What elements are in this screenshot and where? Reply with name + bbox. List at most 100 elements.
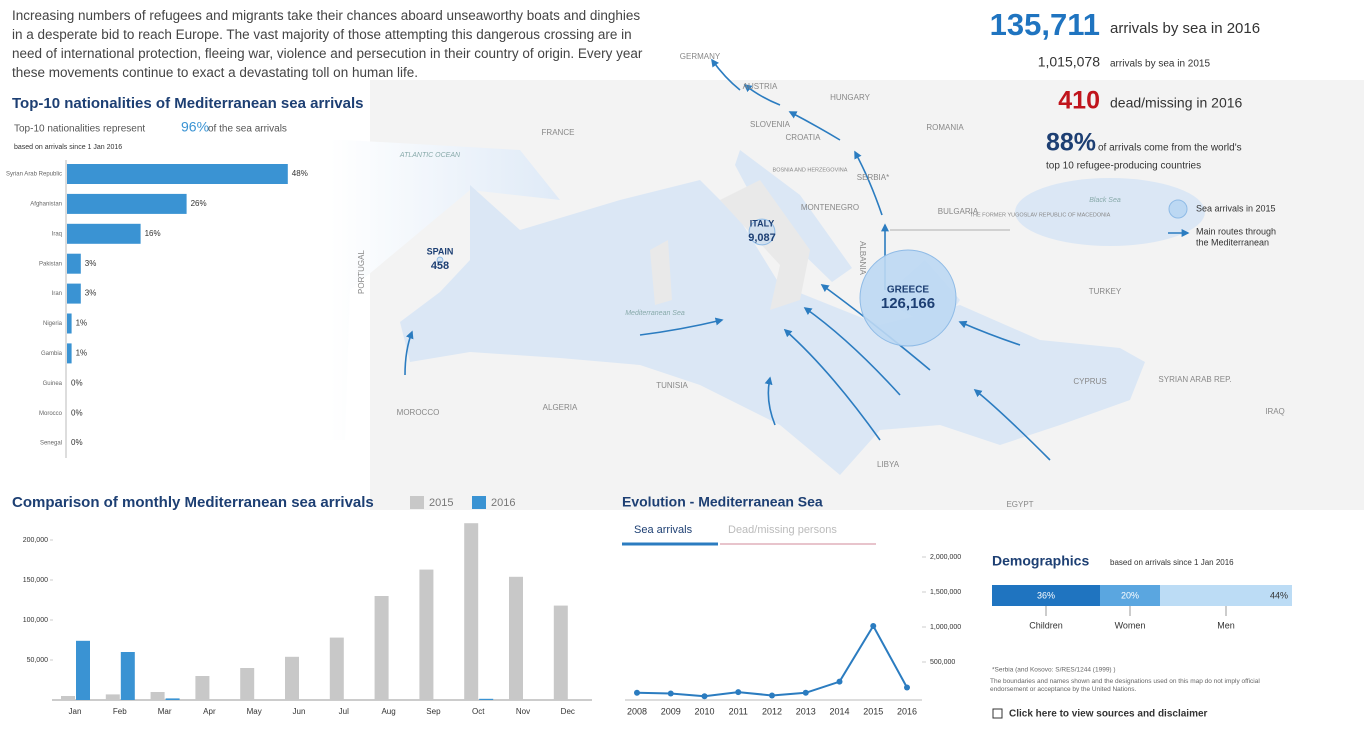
legend-swatch [410,496,424,509]
tab[interactable]: Dead/missing persons [728,524,837,536]
value-label: 20% [1121,590,1139,600]
bar [374,596,389,700]
category-label: Guinea [43,381,63,387]
x-tick-label: 2010 [694,706,714,716]
bar [105,694,120,700]
category-label: Iraq [52,231,62,237]
bubble-value: 458 [431,260,449,272]
x-tick-label: 2009 [661,706,681,716]
bubble-label: GREECE [887,285,930,296]
y-tick-label: 200,000 [23,537,48,544]
legend-label: Sea arrivals in 2015 [1196,203,1276,213]
bar [61,696,75,700]
country-label: IRAQ [1265,407,1285,416]
x-tick-label: Feb [113,707,127,716]
category-label: Iran [52,291,62,297]
line [636,623,908,698]
category-label: Nigeria [43,321,63,327]
x-tick-label: 2016 [897,706,917,716]
footnote: The boundaries and names shown and the d… [990,678,1260,693]
country-label: CYPRUS [1073,377,1106,386]
country-label: CROATIA [786,133,822,142]
bubble-value: 126,166 [881,295,935,312]
bubble [859,249,957,347]
bar [553,605,568,700]
x-tick-label: 2013 [796,706,816,716]
tab[interactable]: Sea arrivals [634,524,693,536]
point [667,690,674,697]
route-arrow [973,389,1051,461]
country-label: PORTUGAL [357,250,366,294]
category-label: Afghanistan [30,201,62,207]
stat-label: arrivals by sea in 2015 [1110,59,1210,70]
point [870,622,877,629]
legend-label: 2015 [429,497,453,509]
x-tick-label: Jun [293,707,306,716]
category-label: Senegal [40,441,62,447]
route-arrow [958,320,1021,346]
country-label: ALBANIA [858,241,867,275]
country-label: ROMANIA [926,123,964,132]
x-tick-label: 2011 [729,706,748,716]
x-tick-label: Aug [381,707,395,716]
value-label: 48% [292,169,308,178]
sea-label: ATLANTIC OCEAN [399,152,461,159]
legend-label: Main routes through [1196,226,1276,236]
ocean [330,140,560,440]
sea [735,150,852,282]
bar [67,313,72,334]
bar [120,652,135,700]
value-label: 36% [1037,590,1055,600]
point [634,689,640,696]
bar [67,164,288,184]
chart-title: Evolution - Mediterranean Sea [622,494,823,510]
legend-label: 2016 [491,497,515,509]
route-arrow [764,376,776,426]
bubble-label: SPAIN [427,246,454,256]
y-tick-label: 50,000 [27,657,49,664]
land [650,240,672,305]
x-tick-label: 2008 [627,706,647,716]
sea-label: Black Sea [1089,197,1121,204]
chart-title: Comparison of monthly Mediterranean sea … [12,494,374,511]
bar [240,668,255,700]
point [904,684,910,691]
legend-bubble [1168,199,1188,219]
bar [479,698,494,700]
value-label: 44% [1270,590,1288,600]
stat-label: arrivals by sea in 2016 [1110,20,1260,37]
value-label: 1% [76,319,88,328]
bar [285,656,299,700]
country-label: FRANCE [542,128,575,137]
category-label: Pakistan [39,261,62,267]
country-label: SERBIA* [857,173,889,182]
bar [419,569,434,700]
value-label: 0% [71,408,83,417]
bar [67,223,141,244]
point [735,689,742,696]
country-label: SLOVENIA [750,120,791,129]
stat-label: dead/missing in 2016 [1110,95,1243,111]
country-label: HUNGARY [830,93,871,102]
route-arrow [711,58,741,91]
y-tick-label: 2,000,000 [930,554,961,561]
note: based on arrivals since 1 Jan 2016 [14,144,122,151]
bar [76,640,90,700]
bar [464,523,479,700]
sources-link[interactable]: Click here to view sources and disclaime… [1009,709,1208,720]
subtitle-highlight: 96% [181,119,209,135]
x-tick-label: Oct [472,707,485,716]
route-arrow [639,317,724,336]
category-label: Syrian Arab Republic [6,172,62,178]
x-tick-label: 2015 [863,706,883,716]
route-arrow [803,307,901,396]
y-tick-label: 100,000 [23,617,48,624]
chart-title: Demographics [992,553,1089,569]
route-arrow [788,111,841,141]
category-label: Gambia [41,351,63,357]
country-label: GERMANY [680,52,721,61]
stat-number: 1,015,078 [1038,54,1100,70]
stat-label: top 10 refugee-producing countries [1046,161,1201,172]
